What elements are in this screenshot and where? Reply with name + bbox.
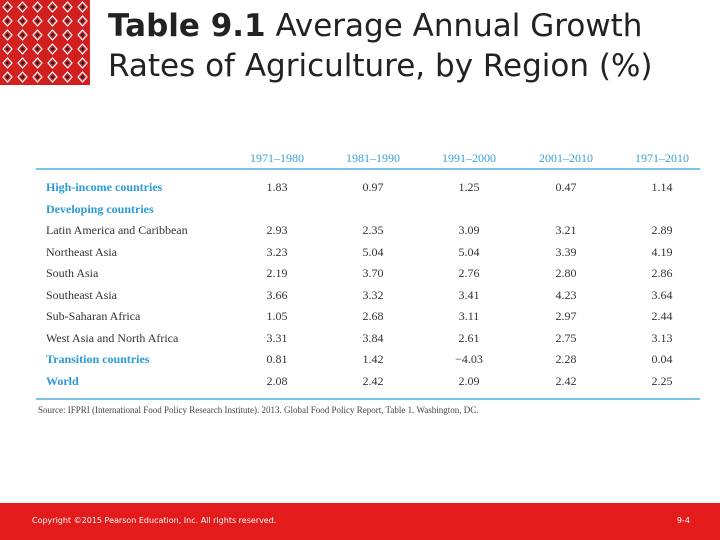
table-cell: 5.04 (362, 244, 384, 259)
table-cell: 3.41 (458, 287, 480, 302)
table-cell: 2.42 (555, 373, 577, 388)
row-label: Northeast Asia (46, 244, 117, 259)
table-cell: 4.23 (555, 287, 577, 302)
row-label: West Asia and North Africa (46, 330, 179, 345)
table-cell: 2.44 (651, 309, 673, 323)
row-label: South Asia (46, 266, 99, 280)
copyright: Copyright ©2015 Pearson Education, Inc. … (32, 516, 277, 525)
table-cell: 1.25 (458, 180, 480, 194)
table-cell: 0.04 (651, 352, 673, 366)
column-header: 1991–2000 (442, 151, 496, 165)
page-number: 9-4 (676, 516, 690, 525)
table-cell: 3.13 (651, 330, 673, 345)
table-cell: 3.31 (266, 330, 288, 345)
title-label: Table 9.1 (108, 8, 266, 44)
table-bottom-rule (36, 398, 700, 400)
table-cell: 3.39 (555, 244, 577, 259)
decor-pattern (0, 0, 90, 85)
table-cell: 3.23 (266, 244, 288, 259)
table-cell: 2.93 (266, 223, 288, 237)
table-cell: −4.03 (455, 352, 483, 366)
table-cell: 2.35 (362, 223, 384, 237)
table-cell: 3.32 (362, 287, 384, 302)
row-label: Sub-Saharan Africa (46, 309, 141, 323)
group-label: World (46, 373, 79, 388)
table-cell: 1.14 (651, 180, 673, 194)
table-cell: 1.05 (266, 309, 288, 323)
title-text: Average Annual Growth Rates of Agricultu… (108, 8, 653, 84)
table-cell: 3.84 (362, 330, 384, 345)
table-cell: 3.11 (458, 309, 480, 323)
table-cell: 4.19 (651, 244, 673, 259)
table-cell: 2.19 (266, 266, 288, 280)
table-cell: 3.09 (458, 223, 480, 237)
table-cell: 2.89 (651, 223, 673, 237)
table-cell: 2.76 (458, 266, 480, 280)
group-label: High-income countries (46, 180, 163, 194)
table-top-rule (36, 168, 700, 170)
table-cell: 3.66 (266, 287, 288, 302)
table-cell: 0.47 (555, 180, 577, 194)
column-header: 1971–2010 (635, 151, 689, 165)
table-cell: 2.61 (458, 330, 480, 345)
table-cell: 2.86 (651, 266, 673, 280)
table-cell: 2.75 (555, 330, 577, 345)
row-label: Southeast Asia (46, 287, 117, 302)
slide-title: Table 9.1 Average Annual Growth Rates of… (108, 6, 708, 86)
table-cell: 0.81 (266, 352, 288, 366)
group-label: Transition countries (46, 352, 150, 366)
table-cell: 2.68 (362, 309, 384, 323)
column-header: 1981–1990 (346, 151, 400, 165)
table-cell: 2.97 (555, 309, 577, 323)
table-cell: 3.70 (362, 266, 384, 280)
table-cell: 3.64 (651, 287, 673, 302)
table-cell: 3.21 (555, 223, 577, 237)
column-header: 1971–1980 (250, 151, 304, 165)
table-cell: 2.25 (651, 373, 673, 388)
column-header: 2001–2010 (539, 151, 593, 165)
table-source: Source: IFPRI (International Food Policy… (38, 405, 479, 415)
table-cell: 0.97 (362, 180, 384, 194)
table-cell: 5.04 (458, 244, 480, 259)
table-cell: 2.42 (362, 373, 384, 388)
table-cell: 2.09 (458, 373, 480, 388)
table-cell: 1.42 (362, 352, 384, 366)
table-cell: 2.28 (555, 352, 577, 366)
group-label: Developing countries (46, 201, 154, 216)
table-cell: 2.08 (266, 373, 288, 388)
footer-bar (0, 503, 720, 540)
table-cell: 1.83 (266, 180, 288, 194)
row-label: Latin America and Caribbean (46, 223, 188, 237)
table-cell: 2.80 (555, 266, 577, 280)
